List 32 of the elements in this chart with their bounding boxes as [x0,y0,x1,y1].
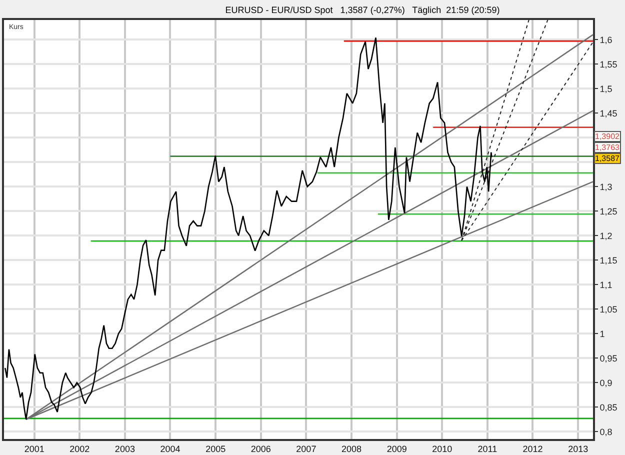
y-tick-label: 1,5 [600,84,612,94]
y-tick-label: 1,25 [600,206,618,216]
y-tick-label: 1,55 [600,59,618,70]
x-tick-label: 2001 [24,444,44,454]
y-tick-label: 1,2 [600,230,612,241]
y-tick-label: 0,8 [600,426,612,437]
x-tick-label: 2008 [341,444,362,454]
y-tick-label: 1,6 [600,34,612,45]
y-tick-label: 0,95 [600,353,618,364]
x-tick-label: 2006 [250,444,271,454]
x-tick-label: 2010 [432,444,452,454]
x-tick-label: 2007 [296,444,316,454]
y-tick-label: 1,05 [600,304,618,314]
x-tick-label: 2012 [522,444,543,454]
y-tick-label: 1 [600,328,605,339]
y-tick-label: 1,15 [600,255,618,266]
x-tick-label: 2003 [114,444,135,454]
chart-title: EURUSD - EUR/USD Spot 1,3587 (-0,27%) Täglich 21:59 (20:59) [225,5,500,16]
x-tick-label: 2009 [386,444,407,454]
text: 1,3763 [595,143,620,152]
x-tick-label: 2013 [568,444,588,454]
text: 1,3902 [595,132,620,141]
y-tick-label: 1,45 [600,108,618,118]
y-tick-label: 1,3 [600,182,612,192]
y-tick-label: 1,1 [600,280,612,290]
x-tick-label: 2011 [478,444,498,454]
text: 1,3587 [595,154,620,163]
y-tick-label: 0,9 [600,378,612,388]
x-tick-label: 2005 [206,444,226,454]
x-tick-label: 2004 [160,444,180,454]
x-tick-label: 2002 [70,444,90,454]
y-tick-label: 0,85 [600,402,618,412]
